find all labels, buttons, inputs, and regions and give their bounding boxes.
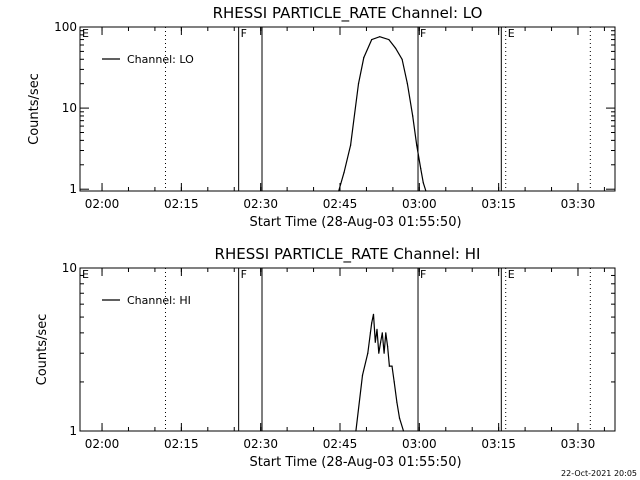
data-point-channel-lo	[416, 144, 418, 146]
series-line-channel-lo	[338, 36, 427, 192]
x-tick-label-hi: 03:00	[402, 437, 437, 451]
chart-title-lo: RHESSI PARTICLE_RATE Channel: LO	[213, 4, 483, 23]
data-point-channel-hi	[378, 352, 380, 354]
plot-frame-lo	[79, 26, 616, 192]
data-point-channel-hi	[385, 332, 387, 334]
legend-label-hi: Channel: HI	[127, 294, 191, 307]
data-point-channel-lo	[343, 172, 345, 174]
data-point-channel-lo	[350, 144, 352, 146]
marker-label-f-lo: F	[420, 27, 426, 40]
data-point-channel-hi	[388, 365, 390, 367]
data-point-channel-hi	[376, 328, 378, 330]
data-point-channel-hi	[391, 365, 393, 367]
x-tick-label-hi: 02:45	[323, 437, 358, 451]
x-tick-label-lo: 02:45	[323, 197, 358, 211]
y-axis-label-lo: Counts/sec	[27, 73, 42, 145]
chart-title-hi: RHESSI PARTICLE_RATE Channel: HI	[215, 245, 481, 264]
marker-label-e-lo: E	[508, 27, 515, 40]
data-point-channel-hi	[372, 313, 375, 315]
data-point-channel-hi	[402, 430, 405, 432]
data-point-channel-hi	[367, 352, 369, 354]
x-tick-label-lo: 03:15	[481, 197, 516, 211]
x-tick-label-hi: 03:30	[561, 437, 596, 451]
x-tick-label-hi: 02:30	[243, 437, 278, 451]
series-line-channel-hi	[355, 314, 405, 432]
plot-hi: RHESSI PARTICLE_RATE Channel: HI 02:00 02:…	[35, 245, 616, 470]
data-point-channel-hi	[369, 332, 371, 334]
data-point-channel-lo	[412, 115, 414, 117]
data-point-channel-hi	[380, 341, 382, 343]
plot-lo: RHESSI PARTICLE_RATE Channel: LO 02:00 02:…	[27, 4, 616, 230]
x-axis-label-hi: Start Time (28-Aug-03 01:55:50)	[249, 455, 461, 470]
marker-label-e-lo: E	[82, 27, 89, 40]
y-axis-label-hi: Counts/sec	[35, 314, 50, 386]
data-point-channel-hi	[361, 374, 364, 376]
x-tick-label-lo: 03:30	[561, 197, 596, 211]
data-point-channel-lo	[420, 167, 422, 170]
data-point-channel-lo	[357, 83, 360, 85]
timestamp-label: 22-Oct-2021 20:05	[561, 469, 637, 478]
x-tick-label-hi: 02:15	[164, 437, 199, 451]
y-tick-label-lo: 1	[69, 182, 77, 196]
data-point-channel-hi	[371, 322, 373, 324]
x-tick-label-hi: 02:00	[85, 437, 120, 451]
data-point-channel-hi	[387, 345, 389, 348]
marker-label-f-hi: F	[241, 268, 247, 281]
y-tick-label-hi: 10	[62, 261, 77, 275]
data-point-channel-lo	[422, 182, 424, 184]
data-point-channel-lo	[363, 57, 365, 59]
marker-label-f-hi: F	[420, 268, 426, 281]
marker-label-e-hi: E	[82, 268, 89, 281]
y-tick-label-hi: 1	[69, 424, 77, 438]
y-tick-label-lo: 100	[54, 20, 77, 34]
data-point-channel-lo	[379, 36, 381, 38]
data-point-channel-hi	[381, 332, 383, 334]
data-point-channel-hi	[396, 401, 398, 403]
data-point-channel-lo	[388, 39, 390, 41]
plot-frame-hi	[79, 267, 616, 432]
x-tick-label-lo: 02:15	[164, 197, 199, 211]
data-point-channel-lo	[338, 190, 340, 192]
data-point-channel-lo	[394, 47, 397, 49]
data-point-channel-hi	[393, 381, 395, 383]
marker-label-e-hi: E	[508, 268, 515, 281]
data-point-channel-lo	[371, 39, 373, 41]
data-point-channel-hi	[383, 352, 385, 354]
x-tick-label-lo: 03:00	[402, 197, 437, 211]
data-point-channel-hi	[374, 341, 376, 343]
x-tick-label-hi: 03:15	[481, 437, 516, 451]
x-tick-label-lo: 02:30	[243, 197, 278, 211]
data-point-channel-hi	[355, 430, 357, 432]
y-tick-label-lo: 10	[62, 101, 77, 115]
data-point-channel-lo	[406, 83, 408, 85]
legend-label-lo: Channel: LO	[127, 53, 194, 66]
data-point-channel-hi	[398, 417, 401, 419]
marker-label-f-lo: F	[241, 27, 247, 40]
data-point-channel-lo	[425, 190, 427, 192]
x-axis-label-lo: Start Time (28-Aug-03 01:55:50)	[249, 215, 461, 230]
data-point-channel-lo	[401, 58, 403, 60]
x-tick-label-lo: 02:00	[85, 197, 120, 211]
